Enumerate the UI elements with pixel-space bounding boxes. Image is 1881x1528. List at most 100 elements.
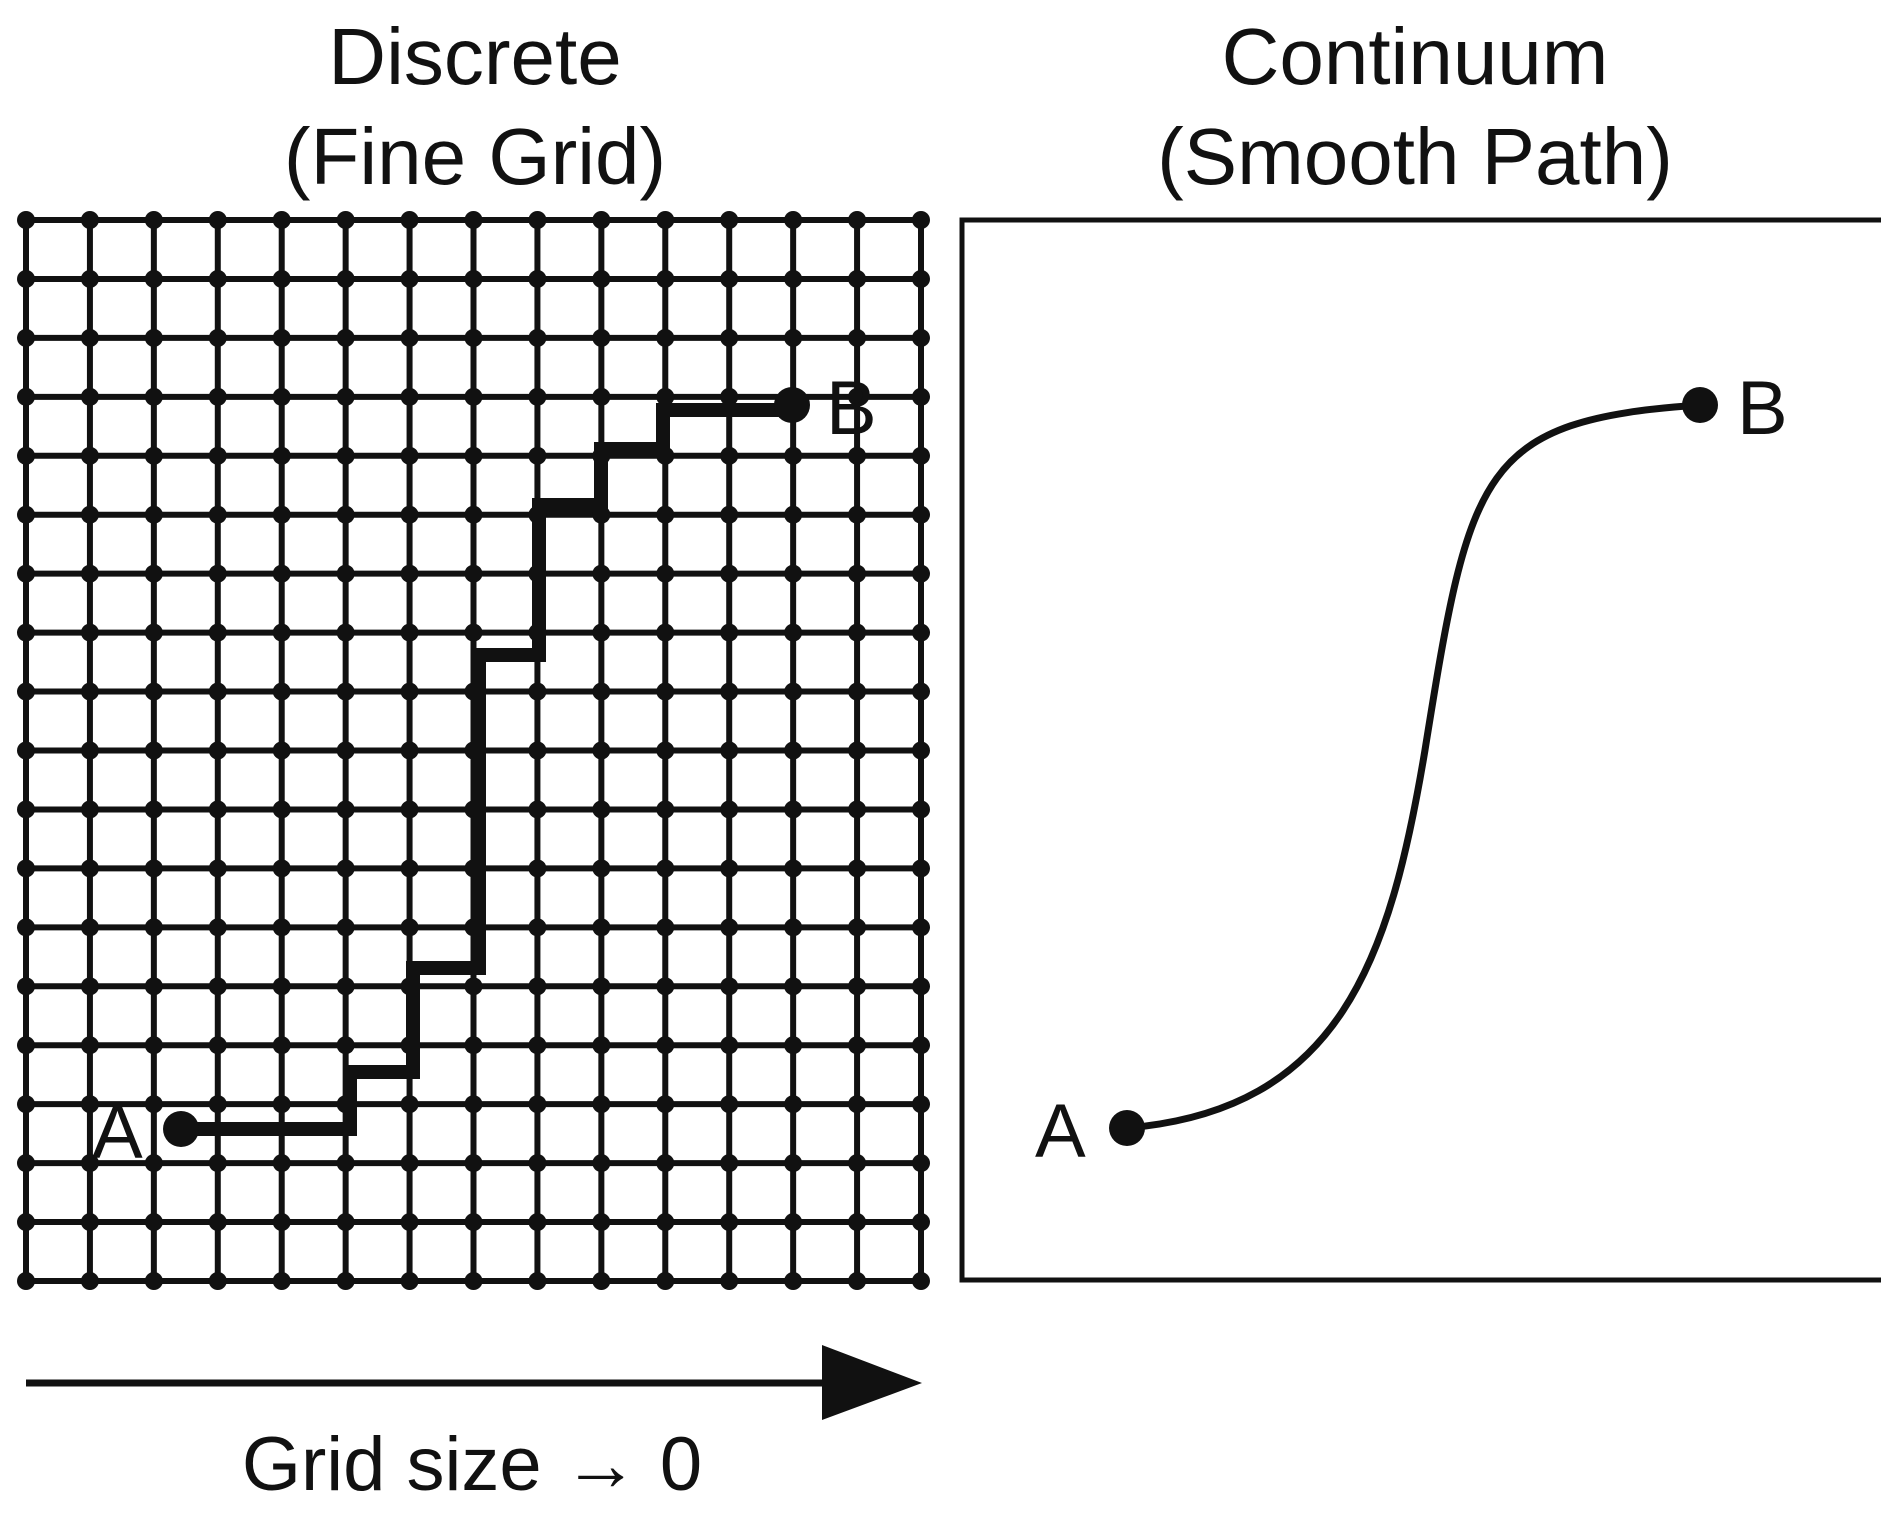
grid-node <box>336 446 355 465</box>
grid-node <box>464 328 483 347</box>
grid-node <box>400 741 419 760</box>
grid-node <box>784 269 803 288</box>
grid-nodes <box>17 211 930 1290</box>
grid-node <box>720 977 739 996</box>
discrete-point-a <box>163 1111 199 1147</box>
grid-node <box>80 741 99 760</box>
grid-node <box>528 1272 547 1290</box>
grid-node <box>528 1154 547 1173</box>
grid-node <box>336 505 355 524</box>
grid-node <box>464 211 483 229</box>
grid-node <box>208 1154 227 1173</box>
grid-node <box>912 564 930 583</box>
grid-node <box>784 859 803 878</box>
grid-node <box>208 328 227 347</box>
grid-node <box>400 682 419 701</box>
grid-node <box>464 505 483 524</box>
grid-node <box>528 446 547 465</box>
grid-node <box>336 564 355 583</box>
grid-node <box>80 1154 99 1173</box>
grid-node <box>400 1154 419 1173</box>
grid-node <box>400 564 419 583</box>
grid-node <box>912 269 930 288</box>
grid-node <box>272 211 291 229</box>
grid-node <box>400 269 419 288</box>
grid-node <box>912 505 930 524</box>
grid-node <box>208 977 227 996</box>
grid-node <box>592 387 611 406</box>
grid-node <box>528 211 547 229</box>
grid-node <box>848 623 867 642</box>
grid-node <box>336 387 355 406</box>
grid-node <box>912 446 930 465</box>
grid-node <box>17 1272 35 1290</box>
continuum-title: Continuum <box>1222 12 1609 101</box>
grid-node <box>848 269 867 288</box>
grid-node <box>17 1213 35 1232</box>
grid-node <box>848 1213 867 1232</box>
grid-node <box>80 211 99 229</box>
grid-node <box>720 387 739 406</box>
grid-node <box>464 623 483 642</box>
grid-node <box>336 682 355 701</box>
grid-node <box>208 1095 227 1114</box>
grid-node <box>848 328 867 347</box>
grid-node <box>592 1154 611 1173</box>
grid-node <box>720 1036 739 1055</box>
grid-node <box>912 623 930 642</box>
grid-node <box>784 918 803 937</box>
grid-node <box>656 859 675 878</box>
grid-node <box>272 446 291 465</box>
discrete-subtitle: (Fine Grid) <box>284 112 666 201</box>
grid-node <box>592 211 611 229</box>
grid-node <box>272 328 291 347</box>
grid-node <box>656 1154 675 1173</box>
grid-node <box>17 741 35 760</box>
grid-node <box>656 800 675 819</box>
grid-node <box>272 741 291 760</box>
grid-node <box>656 741 675 760</box>
grid-node <box>144 682 163 701</box>
grid-node <box>400 446 419 465</box>
grid-node <box>784 682 803 701</box>
grid-node <box>208 741 227 760</box>
grid-node <box>720 918 739 937</box>
grid-node <box>400 623 419 642</box>
grid-node <box>17 387 35 406</box>
grid-node <box>848 1272 867 1290</box>
grid-node <box>272 1036 291 1055</box>
grid-node <box>592 1036 611 1055</box>
grid-node <box>592 1272 611 1290</box>
grid-node <box>400 387 419 406</box>
grid-node <box>656 623 675 642</box>
grid-node <box>720 623 739 642</box>
grid-node <box>17 505 35 524</box>
grid-node <box>17 446 35 465</box>
grid-node <box>720 859 739 878</box>
grid-node <box>272 1272 291 1290</box>
grid-node <box>848 211 867 229</box>
grid-node <box>784 446 803 465</box>
grid-node <box>144 800 163 819</box>
grid-node <box>784 800 803 819</box>
grid-node <box>80 1036 99 1055</box>
grid-node <box>80 564 99 583</box>
grid-node <box>208 1272 227 1290</box>
grid-node <box>80 918 99 937</box>
grid-node <box>144 564 163 583</box>
grid-node <box>784 328 803 347</box>
grid-node <box>272 505 291 524</box>
grid-node <box>656 269 675 288</box>
grid-node <box>144 328 163 347</box>
grid-node <box>528 741 547 760</box>
limit-arrow-head <box>822 1345 922 1420</box>
grid-node <box>464 1036 483 1055</box>
grid-node <box>656 1213 675 1232</box>
grid-node <box>400 859 419 878</box>
grid-node <box>720 741 739 760</box>
grid-node <box>144 977 163 996</box>
grid-node <box>848 1095 867 1114</box>
grid-node <box>464 1154 483 1173</box>
grid-node <box>272 269 291 288</box>
